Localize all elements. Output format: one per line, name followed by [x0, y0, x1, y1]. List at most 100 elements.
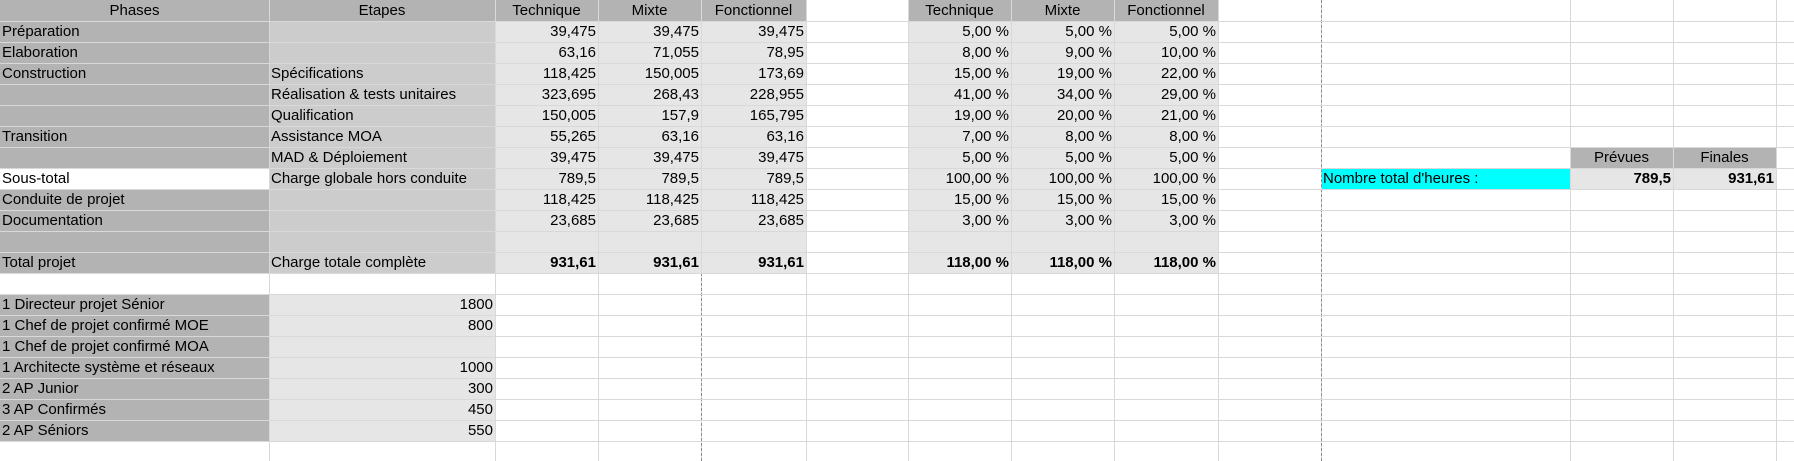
phase-cell[interactable]: Construction — [2, 65, 87, 82]
pct-technique-value[interactable]: 118,00 % — [946, 254, 1009, 271]
fonctionnel-value[interactable]: 23,685 — [758, 212, 804, 229]
phase-cell[interactable] — [0, 147, 269, 168]
fonctionnel-value[interactable]: 78,95 — [766, 44, 804, 61]
pct-mixte-value[interactable]: 9,00 % — [1065, 44, 1112, 61]
pct-fonctionnel-value[interactable]: 15,00 % — [1160, 191, 1216, 208]
pct-fonctionnel-value[interactable]: 5,00 % — [1169, 23, 1216, 40]
technique-value[interactable]: 63,16 — [558, 44, 596, 61]
etape-cell[interactable] — [269, 210, 495, 231]
pct-mixte-value[interactable]: 5,00 % — [1065, 23, 1112, 40]
fonctionnel-value[interactable]: 118,425 — [750, 191, 804, 208]
pct-fonctionnel-value[interactable]: 10,00 % — [1160, 44, 1216, 61]
phase-cell[interactable] — [0, 231, 269, 252]
mixte-value[interactable]: 118,425 — [645, 191, 699, 208]
technique-value[interactable] — [495, 231, 598, 252]
header-prevues[interactable]: Prévues — [1593, 149, 1650, 166]
header-technique[interactable]: Technique — [512, 2, 581, 19]
pct-technique-value[interactable]: 7,00 % — [962, 128, 1009, 145]
pct-mixte-value[interactable]: 19,00 % — [1056, 65, 1112, 82]
etape-cell[interactable] — [269, 42, 495, 63]
technique-value[interactable]: 323,695 — [541, 86, 596, 103]
etape-cell[interactable]: MAD & Déploiement — [271, 149, 407, 166]
resource-name[interactable]: 1 Chef de projet confirmé MOA — [2, 338, 209, 355]
phase-cell[interactable]: Elaboration — [2, 44, 78, 61]
etape-cell[interactable]: Réalisation & tests unitaires — [271, 86, 457, 103]
pct-technique-value[interactable]: 15,00 % — [953, 191, 1009, 208]
fonctionnel-value[interactable]: 39,475 — [758, 149, 804, 166]
technique-value[interactable]: 789,5 — [558, 170, 596, 187]
header-phases[interactable]: Phases — [109, 2, 160, 19]
pct-technique-value[interactable]: 19,00 % — [953, 107, 1009, 124]
mixte-value[interactable]: 268,43 — [653, 86, 699, 103]
technique-value[interactable]: 39,475 — [550, 149, 596, 166]
header-pct-mixte[interactable]: Mixte — [1044, 2, 1081, 19]
resource-name[interactable]: 3 AP Confirmés — [2, 401, 106, 418]
header-etapes[interactable]: Etapes — [358, 2, 406, 19]
fonctionnel-value[interactable]: 228,955 — [749, 86, 804, 103]
etape-cell[interactable]: Charge globale hors conduite — [271, 170, 467, 187]
pct-mixte-value[interactable]: 3,00 % — [1065, 212, 1112, 229]
etape-cell[interactable] — [269, 189, 495, 210]
mixte-value[interactable]: 157,9 — [661, 107, 699, 124]
pct-fonctionnel-value[interactable] — [1114, 231, 1218, 252]
fonctionnel-value[interactable]: 63,16 — [766, 128, 804, 145]
mixte-value[interactable]: 150,005 — [644, 65, 699, 82]
pct-technique-value[interactable]: 15,00 % — [953, 65, 1009, 82]
etape-cell[interactable]: Spécifications — [271, 65, 364, 82]
etape-cell[interactable]: Charge totale complète — [271, 254, 427, 271]
pct-fonctionnel-value[interactable]: 5,00 % — [1169, 149, 1216, 166]
etape-cell[interactable]: Assistance MOA — [271, 128, 382, 145]
header-pct-technique[interactable]: Technique — [925, 2, 994, 19]
pct-fonctionnel-value[interactable]: 22,00 % — [1160, 65, 1216, 82]
resource-name[interactable]: 2 AP Junior — [2, 380, 79, 397]
phase-cell[interactable] — [0, 105, 269, 126]
fonctionnel-value[interactable]: 173,69 — [758, 65, 804, 82]
etape-cell[interactable] — [269, 231, 495, 252]
header-mixte[interactable]: Mixte — [631, 2, 668, 19]
mixte-value[interactable]: 39,475 — [653, 149, 699, 166]
pct-fonctionnel-value[interactable]: 100,00 % — [1152, 170, 1216, 187]
pct-mixte-value[interactable]: 20,00 % — [1056, 107, 1112, 124]
phase-cell[interactable]: Documentation — [2, 212, 103, 229]
technique-value[interactable]: 931,61 — [550, 254, 596, 271]
resource-value[interactable]: 300 — [467, 380, 493, 397]
pct-mixte-value[interactable]: 100,00 % — [1048, 170, 1112, 187]
pct-mixte-value[interactable] — [1011, 231, 1114, 252]
phase-cell[interactable]: Transition — [2, 128, 68, 145]
pct-mixte-value[interactable]: 34,00 % — [1056, 86, 1112, 103]
etape-cell[interactable] — [269, 21, 495, 42]
hours-prevues-value[interactable]: 789,5 — [1633, 170, 1671, 187]
resource-name[interactable]: 1 Directeur projet Sénior — [2, 296, 165, 313]
pct-fonctionnel-value[interactable]: 29,00 % — [1160, 86, 1216, 103]
etape-cell[interactable]: Qualification — [271, 107, 354, 124]
resource-value[interactable]: 1800 — [459, 296, 493, 313]
pct-fonctionnel-value[interactable]: 21,00 % — [1160, 107, 1216, 124]
pct-technique-value[interactable]: 3,00 % — [962, 212, 1009, 229]
mixte-value[interactable]: 63,16 — [661, 128, 699, 145]
resource-value[interactable] — [269, 336, 495, 357]
pct-technique-value[interactable]: 5,00 % — [962, 149, 1009, 166]
pct-technique-value[interactable]: 41,00 % — [953, 86, 1009, 103]
pct-mixte-value[interactable]: 15,00 % — [1056, 191, 1112, 208]
mixte-value[interactable] — [598, 231, 701, 252]
resource-name[interactable]: 1 Architecte système et réseaux — [2, 359, 215, 376]
technique-value[interactable]: 150,005 — [541, 107, 596, 124]
pct-technique-value[interactable]: 100,00 % — [945, 170, 1009, 187]
technique-value[interactable]: 39,475 — [550, 23, 596, 40]
mixte-value[interactable]: 39,475 — [653, 23, 699, 40]
technique-value[interactable]: 55,265 — [550, 128, 596, 145]
technique-value[interactable]: 23,685 — [550, 212, 596, 229]
fonctionnel-value[interactable]: 789,5 — [766, 170, 804, 187]
pct-fonctionnel-value[interactable]: 8,00 % — [1169, 128, 1216, 145]
mixte-value[interactable]: 931,61 — [653, 254, 699, 271]
phase-cell[interactable]: Conduite de projet — [2, 191, 125, 208]
resource-value[interactable]: 450 — [467, 401, 493, 418]
fonctionnel-value[interactable]: 931,61 — [758, 254, 804, 271]
pct-fonctionnel-value[interactable]: 3,00 % — [1169, 212, 1216, 229]
resource-name[interactable]: 2 AP Séniors — [2, 422, 89, 439]
pct-mixte-value[interactable]: 8,00 % — [1065, 128, 1112, 145]
resource-value[interactable]: 1000 — [459, 359, 493, 376]
pct-technique-value[interactable] — [908, 231, 1011, 252]
mixte-value[interactable]: 23,685 — [653, 212, 699, 229]
